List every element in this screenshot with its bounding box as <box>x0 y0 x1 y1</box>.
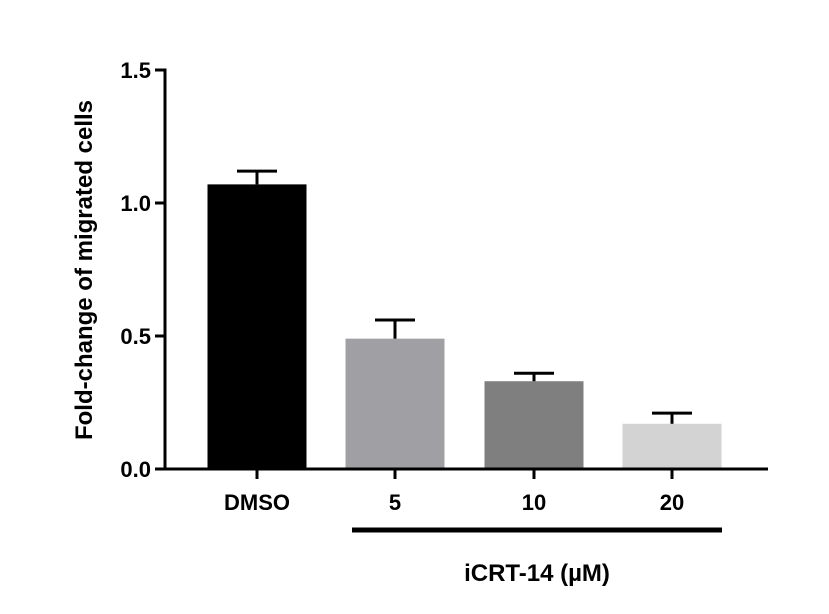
x-tick-label: 10 <box>522 490 546 515</box>
y-axis-title: Fold-change of migrated cells <box>71 100 98 440</box>
error-bars-layer <box>237 169 692 424</box>
x-ticks: DMSO 5 10 20 <box>224 469 684 515</box>
y-ticks: 0.0 0.5 1.0 1.5 <box>120 58 165 482</box>
bar-10 <box>484 381 584 469</box>
x-tick-label: DMSO <box>224 490 290 515</box>
bar-20 <box>622 423 722 469</box>
bar-5 <box>345 338 445 469</box>
y-tick-label: 0.0 <box>120 457 151 482</box>
x-tick-label: 5 <box>389 490 401 515</box>
y-tick-label: 1.0 <box>120 191 151 216</box>
bars-layer <box>207 184 722 469</box>
y-tick-label: 0.5 <box>120 324 151 349</box>
x-tick-label: 20 <box>660 490 684 515</box>
y-tick-label: 1.5 <box>120 58 151 83</box>
axes-layer <box>163 68 768 471</box>
group-label: iCRT-14 (µM) <box>464 560 610 587</box>
bar-dmso <box>207 184 307 469</box>
